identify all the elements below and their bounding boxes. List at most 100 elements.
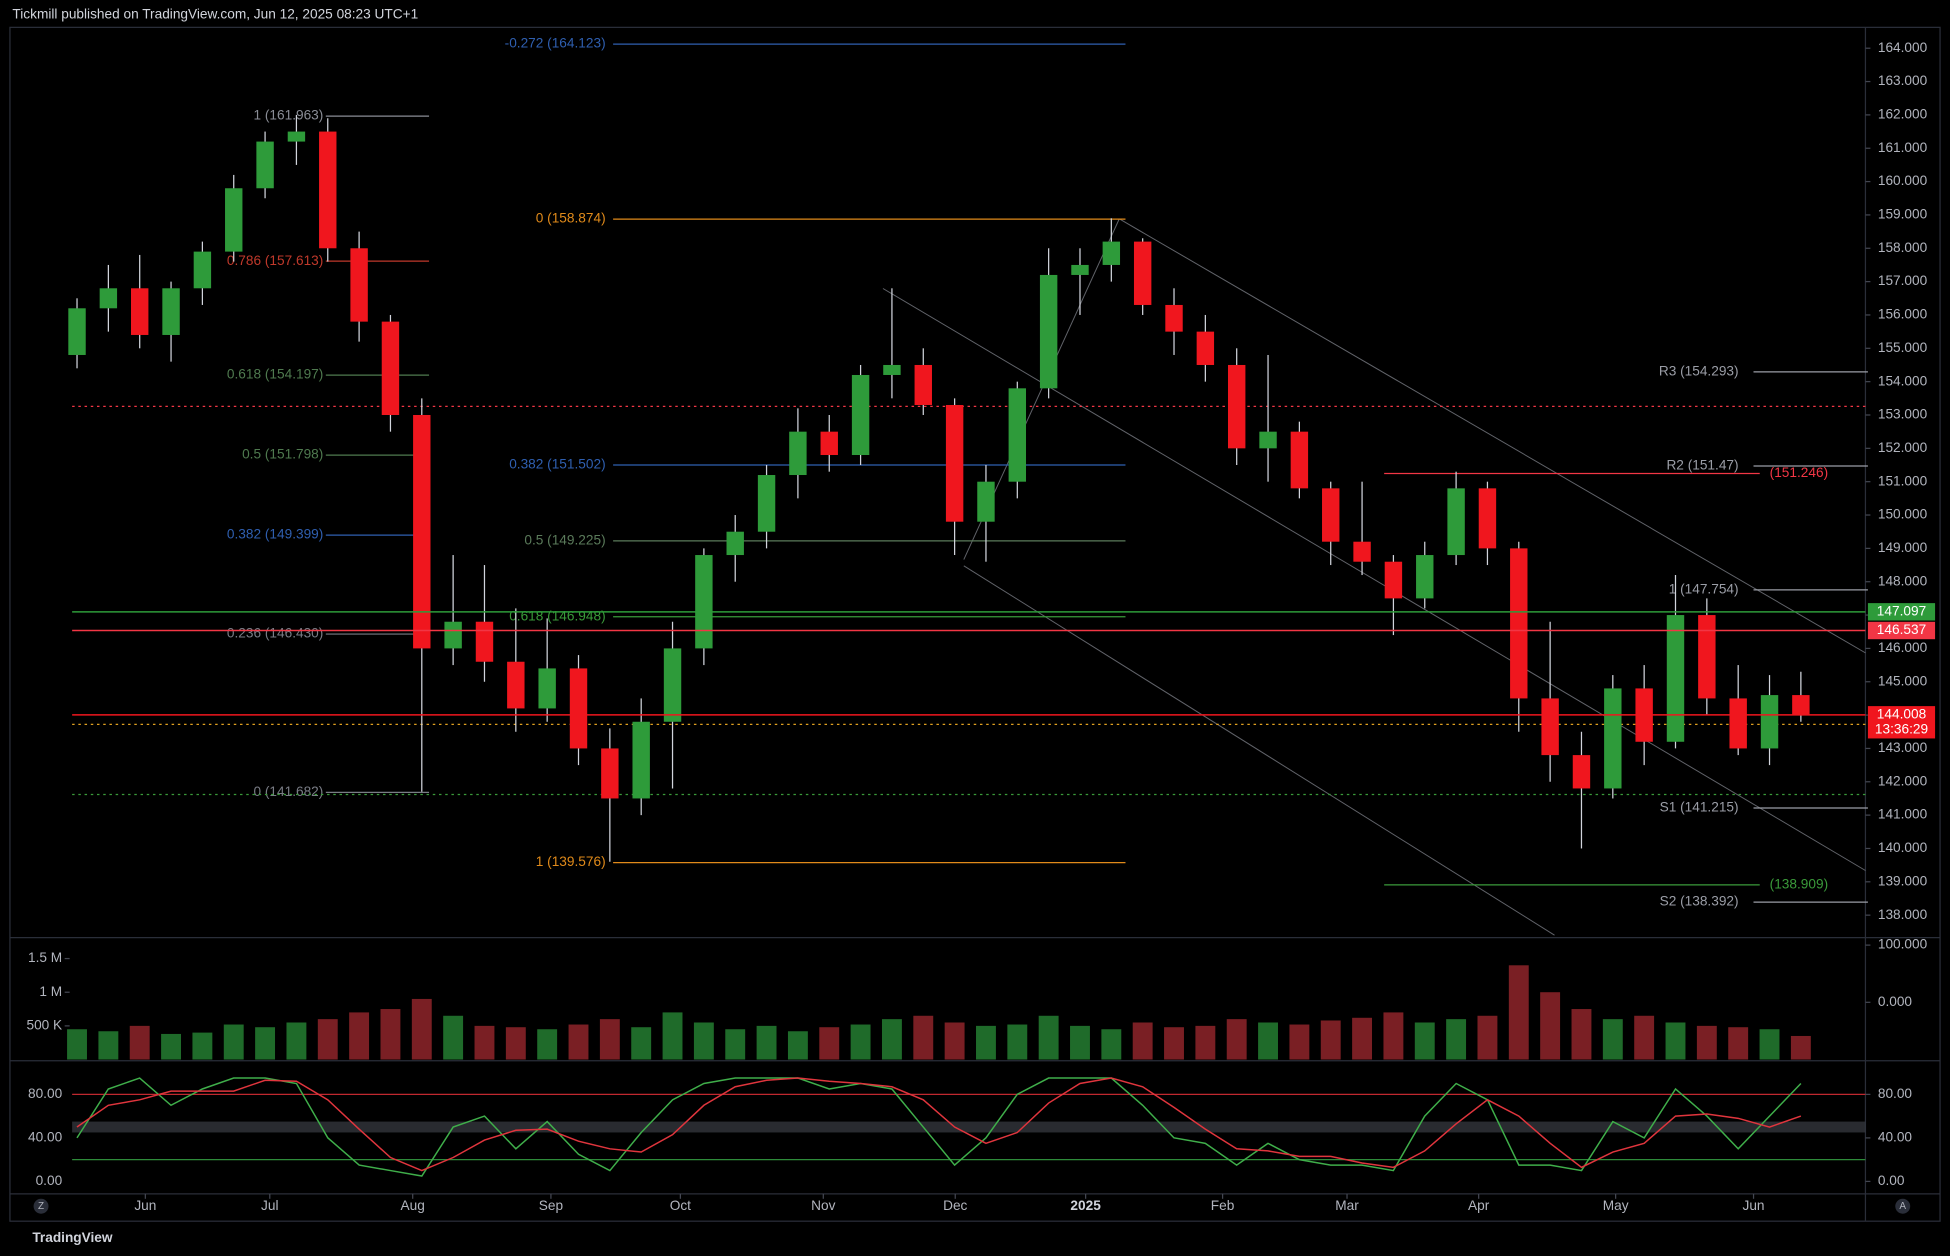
candle-body — [1698, 615, 1716, 699]
volume-bar — [1540, 992, 1561, 1060]
volume-bar — [1226, 1019, 1247, 1060]
volume-bar — [1164, 1027, 1184, 1060]
level-label: 0 (141.682) — [253, 784, 323, 799]
level-label: 1 (161.963) — [253, 108, 323, 123]
price-label: 147.097 — [1877, 603, 1926, 618]
x-tick-label: Sep — [539, 1198, 564, 1213]
volume-bar — [1101, 1029, 1122, 1060]
level-label: 0.786 (157.613) — [227, 253, 323, 268]
level-label: R3 (154.293) — [1659, 363, 1739, 378]
volume-bar — [380, 1009, 401, 1060]
volume-bar — [192, 1032, 213, 1060]
y-tick-label: 156.000 — [1878, 307, 1928, 322]
y-tick-label: 153.000 — [1878, 407, 1928, 422]
scale-button[interactable] — [33, 1198, 49, 1214]
y-tick-label: 138.000 — [1878, 907, 1928, 922]
volume-bar — [756, 1025, 777, 1060]
volume-bar — [1070, 1025, 1090, 1060]
volume-bar — [411, 998, 432, 1060]
candle-body — [1510, 548, 1528, 699]
candle-body — [1541, 698, 1559, 756]
candle-body — [1384, 561, 1403, 599]
level-label: 0.382 (151.502) — [509, 457, 605, 472]
x-tick-label: Nov — [811, 1198, 835, 1213]
y-tick-label: 142.000 — [1878, 773, 1928, 788]
volume-bar — [223, 1024, 244, 1060]
level-label: 1 (147.754) — [1669, 582, 1739, 597]
level-label: 1 (139.576) — [536, 854, 606, 869]
candle-body — [256, 141, 274, 189]
volume-bar — [1634, 1015, 1655, 1060]
level-label: R2 (151.47) — [1666, 458, 1738, 473]
level-label: (138.909) — [1770, 876, 1828, 891]
level-label: 0 (158.874) — [536, 211, 606, 226]
volume-bar — [1383, 1012, 1404, 1060]
x-tick-label: 2025 — [1070, 1198, 1101, 1213]
candle-body — [1165, 304, 1183, 332]
candle-body — [1353, 541, 1371, 562]
volume-bar — [443, 1015, 464, 1060]
candle-body — [1447, 488, 1465, 556]
volume-bar — [1195, 1025, 1216, 1060]
volume-bar — [129, 1025, 150, 1060]
stoch-band — [72, 1121, 1866, 1133]
volume-bar — [474, 1025, 495, 1060]
y-tick-label: 159.000 — [1878, 207, 1928, 222]
volume-bar — [1446, 1019, 1467, 1060]
candle-body — [569, 668, 588, 749]
volume-bar — [1289, 1024, 1310, 1060]
y-tick-label: 151.000 — [1878, 473, 1928, 488]
volume-bar — [1132, 1022, 1153, 1060]
candle-body — [726, 531, 744, 556]
volume-bar — [1602, 1019, 1623, 1060]
volume-bar — [505, 1027, 526, 1060]
y-tick-label: 164.000 — [1878, 40, 1928, 55]
volume-bar — [255, 1027, 276, 1060]
stoch-tick-label: 40.00 — [28, 1130, 63, 1145]
level-label: S2 (138.392) — [1660, 894, 1739, 909]
channel-line — [963, 565, 1555, 936]
volume-bar — [1477, 1015, 1498, 1060]
x-tick-label: Aug — [401, 1198, 425, 1213]
level-label: -0.272 (164.123) — [505, 36, 606, 51]
candle-body — [1008, 388, 1027, 482]
volume-bar — [1007, 1024, 1028, 1060]
y-tick-label: 150.000 — [1878, 507, 1928, 522]
candle-body — [131, 288, 149, 335]
volume-bar — [317, 1019, 338, 1060]
oscillator-tick-label: 100.000 — [1878, 937, 1928, 952]
volume-bar — [1759, 1029, 1780, 1060]
stoch-tick-label: 80.00 — [1878, 1086, 1913, 1101]
candle-body — [1102, 241, 1121, 265]
scale-button-label[interactable]: Z — [38, 1201, 44, 1212]
volume-bar — [1352, 1017, 1373, 1060]
candle-body — [1666, 615, 1685, 742]
candle-body — [601, 748, 619, 799]
header: Tickmill published on TradingView.com, J… — [12, 7, 418, 22]
candle-body — [1416, 555, 1434, 599]
scale-button-label[interactable]: A — [1899, 1201, 1906, 1212]
level-label: 0.5 (149.225) — [524, 532, 605, 547]
candle-body — [319, 131, 337, 249]
volume-bar — [1258, 1022, 1278, 1060]
stoch-tick-label: 80.00 — [28, 1086, 63, 1101]
price-label-box — [1867, 706, 1936, 739]
candle-body — [914, 364, 932, 405]
brand: TradingView — [32, 1230, 113, 1245]
x-tick-label: Oct — [670, 1198, 691, 1213]
volume-bar — [881, 1019, 902, 1060]
frame — [9, 26, 1941, 1222]
volume-bar — [349, 1012, 370, 1060]
channel-line — [1119, 218, 1866, 654]
volume-bar — [286, 1022, 307, 1060]
volume-bar — [1320, 1020, 1341, 1060]
y-tick-label: 161.000 — [1878, 140, 1928, 155]
volume-bar — [1790, 1035, 1811, 1060]
scale-button[interactable] — [1895, 1198, 1911, 1214]
candle-body — [945, 404, 964, 522]
candle-body — [1196, 331, 1215, 365]
y-tick-label: 157.000 — [1878, 273, 1928, 288]
x-tick-label: Jun — [1743, 1198, 1765, 1213]
price-label: 144.008 — [1877, 706, 1926, 721]
